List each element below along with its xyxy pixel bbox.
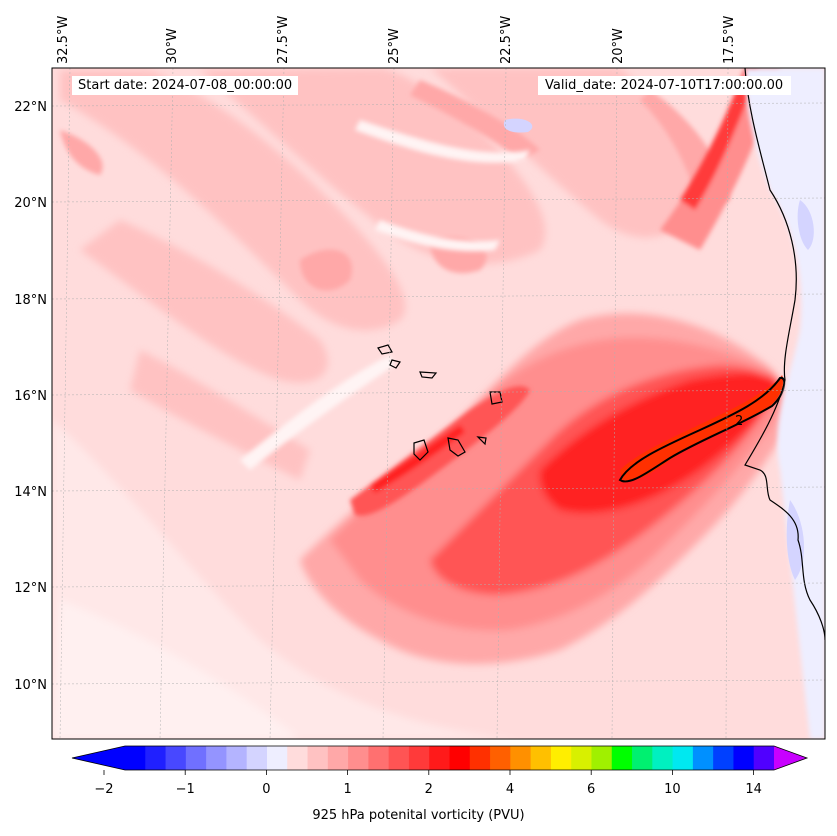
colorbar-segment xyxy=(145,746,167,770)
core-orange xyxy=(620,375,784,482)
lat-label: 12°N xyxy=(14,581,47,596)
colorbar-segment xyxy=(266,746,288,770)
colorbar-tick-label: 4 xyxy=(506,782,514,797)
red-system xyxy=(300,313,791,664)
gridlines xyxy=(52,68,825,739)
start-date-label: Start date: 2024-07-08_00:00:00 xyxy=(72,76,299,95)
colorbar-over-arrow xyxy=(774,746,807,770)
colorbar-segments xyxy=(125,746,775,770)
colorbar-segment xyxy=(469,746,491,770)
contour-label: 2 xyxy=(735,414,743,429)
lon-label: 25°W xyxy=(387,28,402,64)
east-blue-patches xyxy=(503,118,814,580)
colorbar-segment xyxy=(449,746,471,770)
lon-label: 17.5°W xyxy=(722,16,737,64)
colorbar-ticks: −2 −1 0 1 2 4 6 10 14 xyxy=(94,770,762,797)
lat-label: 16°N xyxy=(14,389,47,404)
colorbar: −2 −1 0 1 2 4 6 10 14 xyxy=(71,745,809,797)
island-streak xyxy=(350,386,530,516)
colorbar-outline xyxy=(71,745,809,771)
lat-label: 10°N xyxy=(14,678,47,693)
colorbar-segment xyxy=(530,746,552,770)
colorbar-segment xyxy=(733,746,755,770)
lat-label: 14°N xyxy=(14,485,47,500)
colorbar-segment xyxy=(165,746,187,770)
colorbar-segment xyxy=(510,746,532,770)
colorbar-segment xyxy=(550,746,572,770)
colorbar-segment xyxy=(206,746,228,770)
colorbar-tick-label: 0 xyxy=(262,782,270,797)
colorbar-tick-label: 10 xyxy=(664,782,681,797)
colorbar-label: 925 hPa potenital vorticity (PVU) xyxy=(312,808,525,823)
colorbar-segment xyxy=(490,746,511,770)
colorbar-under-arrow xyxy=(72,746,125,770)
lon-label: 22.5°W xyxy=(499,16,514,64)
coastline xyxy=(744,68,825,641)
colorbar-segment xyxy=(429,746,451,770)
colorbar-tick-label: −2 xyxy=(94,782,113,797)
valid-date-label: Valid_date: 2024-07-10T17:00:00.00 xyxy=(538,76,792,95)
longitude-labels: 32.5°W 30°W 27.5°W 25°W 22.5°W 20°W 17.5… xyxy=(56,16,737,64)
lightest-sw-area xyxy=(52,600,300,739)
colorbar-segment xyxy=(125,746,146,770)
colorbar-segment xyxy=(571,746,593,770)
lat-label: 18°N xyxy=(14,293,47,308)
lon-label: 27.5°W xyxy=(276,16,291,64)
map-figure: 2 xyxy=(14,16,826,740)
colorbar-tick-label: 2 xyxy=(425,782,433,797)
colorbar-segment xyxy=(307,746,329,770)
pv-field: 2 xyxy=(52,68,825,739)
colorbar-tick-label: −1 xyxy=(176,782,195,797)
colorbar-tick-label: 1 xyxy=(343,782,351,797)
colorbar-segment xyxy=(713,746,735,770)
lon-label: 30°W xyxy=(165,28,180,64)
colorbar-segment xyxy=(753,746,775,770)
colorbar-segment xyxy=(388,746,410,770)
colorbar-segment xyxy=(368,746,390,770)
colorbar-segment xyxy=(408,746,430,770)
colorbar-segment xyxy=(632,746,653,770)
colorbar-segment xyxy=(287,746,309,770)
colorbar-segment xyxy=(611,746,633,770)
colorbar-segment xyxy=(692,746,714,770)
colorbar-segment xyxy=(226,746,248,770)
lon-label: 32.5°W xyxy=(56,16,71,64)
colorbar-segment xyxy=(246,746,268,770)
colorbar-segment xyxy=(652,746,674,770)
colorbar-segment xyxy=(327,746,349,770)
latitude-labels: 22°N 20°N 18°N 16°N 14°N 12°N 10°N xyxy=(14,100,47,693)
lon-label: 20°W xyxy=(611,28,626,64)
colorbar-segment xyxy=(185,746,207,770)
lat-label: 20°N xyxy=(14,196,47,211)
colorbar-segment xyxy=(672,746,694,770)
map-frame xyxy=(51,67,826,740)
colorbar-tick-label: 6 xyxy=(587,782,595,797)
colorbar-segment xyxy=(591,746,613,770)
colorbar-segment xyxy=(348,746,369,770)
lat-label: 22°N xyxy=(14,100,47,115)
colorbar-tick-label: 14 xyxy=(745,782,762,797)
